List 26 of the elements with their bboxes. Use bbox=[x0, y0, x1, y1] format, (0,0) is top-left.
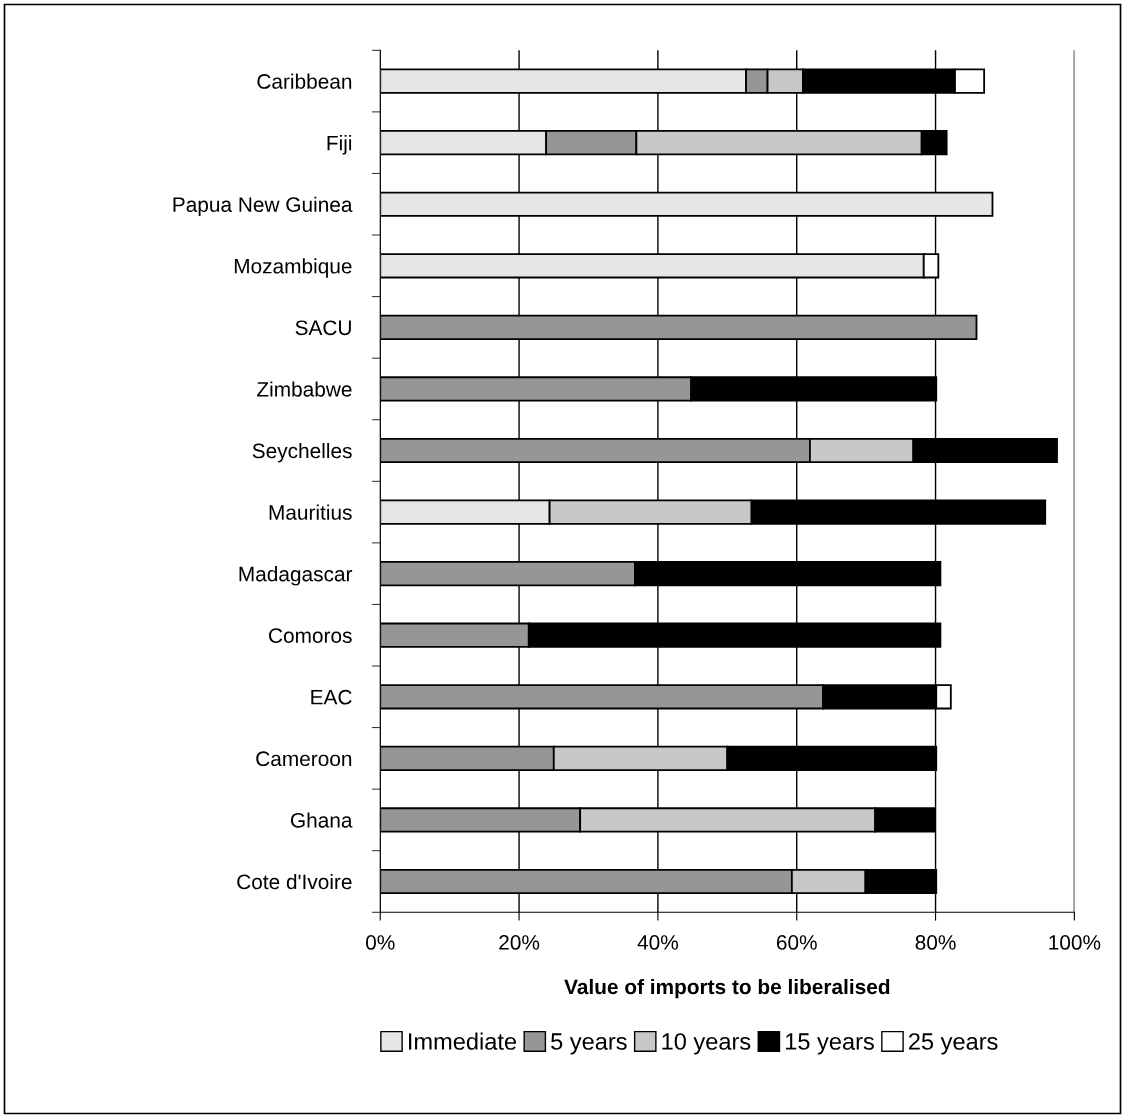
y-tick-label: Ghana bbox=[290, 812, 353, 828]
y-tick-label: Zimbabwe bbox=[257, 381, 352, 397]
x-tick-label: 40% bbox=[637, 935, 679, 950]
legend-label: 10 years bbox=[662, 1033, 751, 1055]
legend-label: 25 years bbox=[909, 1033, 998, 1055]
legend-label: 15 years bbox=[786, 1033, 874, 1055]
y-tick-label: Papua New Guinea bbox=[173, 196, 353, 217]
x-tick-label: 0% bbox=[366, 935, 395, 950]
x-axis-title: Value of imports to be liberalised bbox=[564, 978, 890, 999]
y-tick-label: Madagascar bbox=[239, 566, 353, 586]
x-tick-label: 20% bbox=[499, 935, 540, 950]
x-tick-label: 60% bbox=[776, 935, 817, 950]
y-tick-label: Fiji bbox=[327, 135, 352, 155]
x-tick-label: 100% bbox=[1049, 935, 1101, 950]
y-tick-label: Seychelles bbox=[252, 442, 352, 463]
legend-label: Immediate bbox=[409, 1032, 517, 1050]
legend-label: 5 years bbox=[551, 1033, 627, 1055]
y-tick-label: Caribbean bbox=[257, 73, 352, 89]
y-tick-label: SACU bbox=[295, 320, 351, 336]
y-tick-label: Mozambique bbox=[234, 258, 352, 278]
x-tick-label: 80% bbox=[915, 935, 956, 950]
y-tick-label: Cote d'Ivoire bbox=[237, 873, 352, 890]
y-tick-label: Mauritius bbox=[269, 504, 352, 520]
y-tick-label: Comoros bbox=[269, 628, 352, 643]
y-tick-label: Cameroon bbox=[256, 751, 352, 767]
y-tick-label: EAC bbox=[311, 689, 352, 705]
